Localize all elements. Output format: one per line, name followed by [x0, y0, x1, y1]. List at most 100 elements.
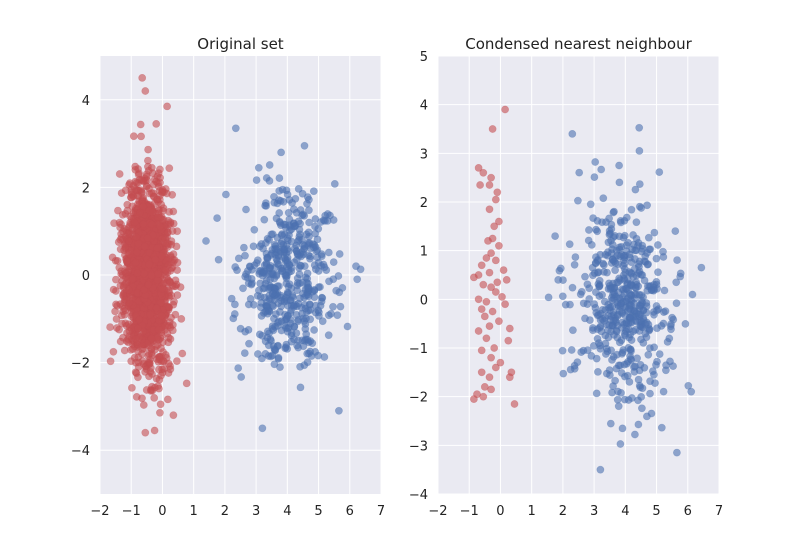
scatter-point-blue: [697, 263, 706, 272]
scatter-point-blue: [653, 357, 661, 366]
scatter-point-blue: [258, 424, 267, 433]
scatter-point-red: [133, 324, 142, 333]
scatter-point-blue: [263, 254, 272, 263]
scatter-point-blue: [310, 326, 318, 334]
scatter-point-blue: [285, 215, 294, 224]
scatter-point-red: [125, 327, 134, 336]
scatter-point-blue: [570, 260, 579, 269]
scatter-point-red: [474, 327, 483, 335]
scatter-point-red: [134, 192, 143, 200]
scatter-point-blue: [596, 465, 605, 474]
scatter-point-blue: [622, 213, 631, 222]
y-tick-label: −3: [409, 439, 428, 454]
scatter-point-blue: [613, 251, 622, 260]
scatter-point-blue: [230, 300, 239, 309]
scatter-point-red: [123, 200, 132, 209]
scatter-point-red: [154, 384, 163, 393]
scatter-point-blue: [271, 310, 280, 318]
scatter-point-blue: [665, 334, 674, 343]
scatter-point-blue: [611, 376, 619, 385]
scatter-point-red: [159, 357, 168, 365]
scatter-point-blue: [292, 310, 301, 319]
scatter-point-blue: [254, 163, 263, 172]
scatter-point-blue: [650, 343, 658, 352]
scatter-point-blue: [568, 129, 577, 138]
scatter-point-red: [493, 278, 502, 287]
scatter-point-blue: [338, 283, 347, 292]
x-tick-label: −1: [122, 504, 141, 519]
scatter-points: [469, 105, 706, 474]
scatter-point-blue: [616, 295, 624, 303]
y-tick-label: 2: [82, 181, 90, 196]
scatter-point-blue: [627, 356, 636, 364]
x-tick-label: 3: [252, 504, 260, 519]
scatter-point-blue: [634, 420, 643, 429]
scatter-point-red: [493, 188, 502, 197]
scatter-point-red: [106, 323, 114, 331]
scatter-point-red: [146, 367, 155, 376]
scatter-point-red: [124, 335, 133, 343]
scatter-point-blue: [335, 250, 344, 258]
scatter-point-red: [134, 353, 143, 362]
scatter-point-blue: [303, 269, 312, 278]
scatter-point-red: [168, 190, 177, 199]
scatter-point-blue: [609, 284, 617, 292]
x-tick-label: 2: [221, 504, 229, 519]
scatter-point-red: [106, 357, 115, 366]
scatter-point-blue: [614, 402, 623, 411]
scatter-point-blue: [672, 299, 681, 308]
scatter-point-red: [479, 392, 488, 401]
scatter-point-red: [498, 292, 506, 301]
scatter-point-blue: [261, 307, 270, 316]
scatter-point-blue: [274, 317, 283, 326]
scatter-point-red: [163, 395, 172, 404]
scatter-point-blue: [599, 259, 607, 268]
scatter-point-red: [131, 162, 140, 171]
scatter-point-blue: [275, 174, 284, 182]
y-tick-label: −2: [71, 357, 90, 372]
scatter-point-blue: [324, 248, 333, 257]
scatter-point-blue: [610, 330, 618, 339]
scatter-point-red: [131, 258, 140, 267]
scatter-point-blue: [659, 253, 668, 261]
scatter-points: [106, 74, 365, 437]
scatter-point-red: [491, 363, 500, 372]
scatter-point-red: [121, 209, 130, 218]
scatter-point-blue: [296, 219, 304, 228]
scatter-point-blue: [614, 387, 622, 396]
scatter-point-blue: [654, 241, 662, 249]
scatter-point-red: [469, 273, 478, 282]
scatter-point-blue: [667, 325, 675, 334]
scatter-point-red: [144, 145, 152, 154]
scatter-point-blue: [611, 266, 619, 275]
scatter-point-blue: [591, 158, 600, 166]
scatter-point-blue: [672, 278, 681, 287]
scatter-point-red: [124, 320, 133, 329]
scatter-point-red: [159, 348, 167, 356]
scatter-point-blue: [329, 302, 337, 311]
scatter-point-blue: [585, 284, 594, 293]
scatter-point-red: [147, 344, 156, 353]
panel-condensed-nearest-neighbour: Condensed nearest neighbour −2 −1 0 1 2 3 4 5 6 7…: [409, 35, 723, 519]
y-tick-label: 2: [420, 196, 428, 211]
scatter-point-blue: [250, 225, 259, 234]
scatter-point-red: [494, 217, 503, 226]
scatter-point-blue: [302, 330, 311, 339]
scatter-point-blue: [266, 275, 275, 284]
scatter-point-red: [487, 173, 495, 182]
scatter-point-red: [484, 236, 492, 245]
scatter-point-blue: [311, 301, 320, 310]
scatter-point-blue: [627, 280, 636, 289]
scatter-point-blue: [605, 214, 613, 223]
scatter-point-red: [173, 291, 182, 299]
scatter-point-red: [501, 300, 509, 309]
x-tick-label: −2: [90, 504, 109, 519]
scatter-point-blue: [624, 238, 632, 247]
scatter-point-red: [114, 206, 122, 215]
scatter-point-red: [504, 336, 513, 345]
scatter-point-blue: [640, 276, 649, 285]
scatter-point-blue: [302, 291, 310, 300]
scatter-point-blue: [645, 245, 654, 254]
scatter-point-red: [129, 132, 138, 141]
scatter-point-blue: [265, 161, 274, 169]
